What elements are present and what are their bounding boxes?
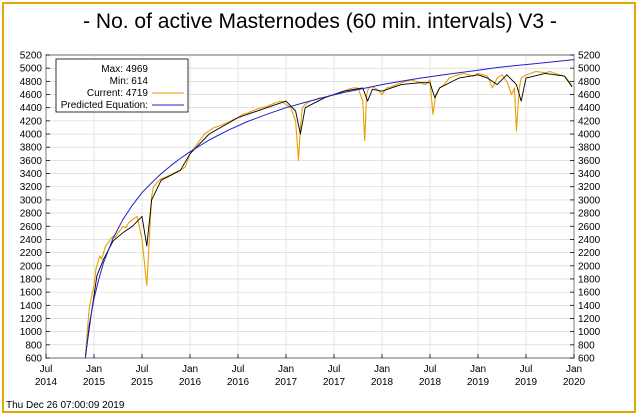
x-tick-label-year: 2014 [35,377,58,388]
y-tick-label-left: 600 [25,354,42,365]
chart-title: - No. of active Masternodes (60 min. int… [83,10,557,33]
y-tick-label-left: 2000 [20,261,43,272]
x-tick-label-year: 2019 [467,377,490,388]
y-tick-label-right: 3200 [578,182,601,193]
y-tick-label-right: 4600 [578,90,601,101]
x-tick-label-year: 2015 [131,377,154,388]
x-tick-label-year: 2015 [83,377,106,388]
y-tick-label-left: 5000 [20,64,43,75]
y-tick-label-right: 2600 [578,222,601,233]
y-tick-label-left: 1400 [20,301,43,312]
x-tick-label-month: Jan [374,364,390,375]
y-tick-label-left: 2200 [20,248,43,259]
y-tick-label-left: 1000 [20,327,43,338]
y-tick-label-left: 3200 [20,182,43,193]
y-tick-label-left: 4800 [20,77,43,88]
series-predicted-equation [84,59,575,359]
y-tick-label-right: 4400 [578,103,601,114]
x-tick-label-year: 2017 [275,377,298,388]
x-tick-label-month: Jul [136,364,149,375]
axis-layer: 600 600 800 800 1000 1000 1200 1200 1400 1400 1600… [20,51,601,389]
x-tick-label-year: 2016 [179,377,202,388]
y-tick-label-right: 4000 [578,130,601,141]
y-tick-label-right: 3000 [578,195,601,206]
x-tick-label-year: 2017 [323,377,346,388]
y-tick-label-right: 3600 [578,156,601,167]
y-tick-label-right: 1200 [578,314,601,325]
y-tick-label-right: 3800 [578,143,601,154]
legend-label: Min: 614 [110,76,149,87]
y-tick-label-left: 4000 [20,130,43,141]
y-tick-label-left: 1600 [20,288,43,299]
x-tick-label-year: 2016 [227,377,250,388]
y-tick-label-left: 4600 [20,90,43,101]
x-tick-label-month: Jul [328,364,341,375]
legend-label: Current: 4719 [87,88,149,99]
y-tick-label-left: 3600 [20,156,43,167]
x-tick-label-month: Jul [232,364,245,375]
y-tick-label-left: 4200 [20,116,43,127]
series-current [84,70,573,358]
y-tick-label-right: 2800 [578,209,601,220]
x-tick-label-month: Jan [278,364,294,375]
y-tick-label-left: 3800 [20,143,43,154]
y-tick-label-left: 1200 [20,314,43,325]
x-tick-label-year: 2018 [371,377,394,388]
y-tick-label-right: 4200 [578,116,601,127]
y-tick-label-right: 1000 [578,327,601,338]
grid-lines [45,54,575,359]
x-tick-label-month: Jan [86,364,102,375]
y-tick-label-right: 1800 [578,274,601,285]
y-tick-label-left: 3400 [20,169,43,180]
y-tick-label-left: 1800 [20,274,43,285]
y-tick-label-left: 800 [25,340,42,351]
y-tick-label-right: 1600 [578,288,601,299]
y-tick-label-right: 600 [578,354,595,365]
y-tick-label-right: 1400 [578,301,601,312]
legend-label: Max: 4969 [101,64,148,75]
x-tick-label-month: Jul [40,364,53,375]
timestamp: Thu Dec 26 07:00:09 2019 [6,400,125,411]
y-tick-label-left: 2800 [20,209,43,220]
y-tick-label-left: 4400 [20,103,43,114]
y-tick-label-right: 2000 [578,261,601,272]
y-tick-label-right: 800 [578,340,595,351]
y-tick-label-left: 3000 [20,195,43,206]
x-tick-label-month: Jan [182,364,198,375]
x-tick-label-month: Jan [566,364,582,375]
y-tick-label-right: 2200 [578,248,601,259]
x-tick-label-month: Jul [424,364,437,375]
y-tick-label-right: 3400 [578,169,601,180]
y-tick-label-left: 2600 [20,222,43,233]
series-layer [84,59,575,359]
y-tick-label-right: 2400 [578,235,601,246]
y-tick-label-right: 5000 [578,64,601,75]
y-tick-label-right: 4800 [578,77,601,88]
y-tick-label-left: 2400 [20,235,43,246]
y-tick-label-right: 5200 [578,51,601,62]
legend-box [55,58,189,113]
x-tick-label-month: Jan [470,364,486,375]
x-tick-label-year: 2020 [563,377,586,388]
y-tick-label-left: 5200 [20,51,43,62]
x-tick-label-month: Jul [520,364,533,375]
x-tick-label-year: 2018 [419,377,442,388]
legend-label: Predicted Equation: [61,100,148,111]
x-tick-label-year: 2019 [515,377,538,388]
